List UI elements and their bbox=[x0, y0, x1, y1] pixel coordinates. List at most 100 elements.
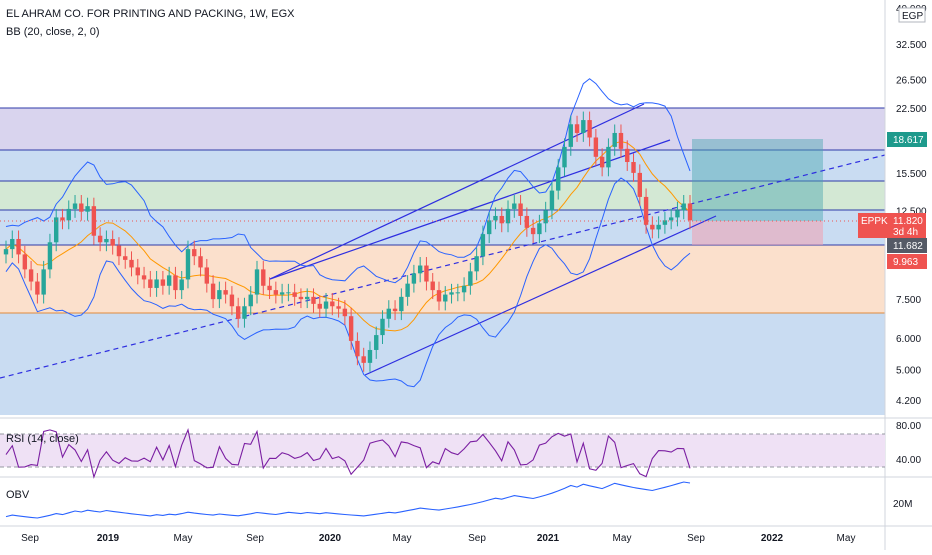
candle bbox=[54, 208, 59, 252]
rsi-label: RSI (14, close) bbox=[6, 433, 79, 445]
candle bbox=[79, 194, 84, 221]
entry-label: 11.682 bbox=[893, 241, 923, 252]
candle bbox=[355, 332, 360, 366]
candle bbox=[286, 283, 291, 302]
candle bbox=[323, 293, 329, 318]
price-tick: 32.500 bbox=[896, 40, 927, 51]
candle bbox=[85, 197, 90, 221]
candle bbox=[486, 211, 492, 244]
candle bbox=[374, 326, 379, 359]
target-zone bbox=[692, 139, 823, 221]
time-tick: May bbox=[837, 533, 856, 544]
price-tick: 5.000 bbox=[896, 366, 921, 377]
price-scale[interactable]: 40.00032.50026.50022.50015.50012.5007.50… bbox=[896, 4, 927, 407]
candle bbox=[493, 207, 498, 230]
candle bbox=[298, 288, 304, 309]
candle bbox=[160, 270, 166, 295]
candle bbox=[35, 273, 40, 304]
time-tick: May bbox=[613, 533, 632, 544]
candle bbox=[336, 297, 341, 318]
candle bbox=[549, 182, 555, 220]
candle bbox=[267, 277, 272, 300]
candle bbox=[643, 188, 649, 234]
time-tick: May bbox=[393, 533, 412, 544]
candle bbox=[505, 200, 511, 233]
candle bbox=[537, 214, 542, 244]
candle bbox=[562, 138, 567, 177]
candle bbox=[650, 216, 655, 239]
rsi-pane[interactable]: RSI (14, close) bbox=[0, 428, 885, 479]
candle bbox=[530, 219, 536, 244]
candle bbox=[430, 273, 435, 300]
stop-label: 9.963 bbox=[893, 257, 918, 268]
candle bbox=[480, 225, 486, 266]
candle bbox=[110, 230, 115, 255]
price-tick: 26.500 bbox=[896, 76, 927, 87]
candle bbox=[204, 258, 210, 293]
candle bbox=[148, 270, 153, 297]
position-tool[interactable] bbox=[692, 139, 823, 245]
candle bbox=[687, 194, 693, 230]
candle bbox=[235, 297, 241, 328]
candles bbox=[3, 111, 693, 372]
candle bbox=[72, 194, 78, 218]
bb-upper-line bbox=[5, 78, 691, 284]
rsi-tick-40: 40.00 bbox=[896, 455, 921, 466]
candle bbox=[612, 124, 617, 156]
time-tick: 2022 bbox=[761, 533, 784, 544]
candle bbox=[179, 270, 184, 300]
candle bbox=[675, 201, 680, 227]
candle bbox=[512, 194, 517, 218]
candle bbox=[386, 300, 391, 328]
candle bbox=[3, 240, 9, 264]
candle bbox=[367, 341, 373, 372]
candle bbox=[499, 207, 504, 233]
candle bbox=[656, 216, 661, 239]
candle bbox=[91, 197, 97, 245]
long-dashed-trendline bbox=[0, 154, 886, 379]
price-tick: 7.500 bbox=[896, 295, 921, 306]
zone-blue-top bbox=[0, 150, 885, 181]
chart-title: EL AHRAM CO. FOR PRINTING AND PACKING, 1… bbox=[6, 8, 295, 20]
candle bbox=[461, 277, 467, 302]
target-label-bg bbox=[887, 132, 927, 147]
candle bbox=[229, 286, 235, 316]
candle bbox=[587, 111, 592, 147]
candle bbox=[436, 281, 442, 311]
candle bbox=[116, 237, 122, 266]
candle bbox=[342, 300, 348, 326]
candle bbox=[399, 288, 404, 321]
candle bbox=[97, 227, 103, 252]
candle bbox=[474, 247, 479, 281]
candle bbox=[574, 115, 580, 142]
rsi-band bbox=[0, 434, 885, 467]
stop-label-bg bbox=[887, 254, 927, 269]
bb-basis-line bbox=[5, 140, 691, 332]
candle bbox=[28, 260, 34, 291]
stop-zone bbox=[692, 221, 823, 245]
candle bbox=[424, 257, 429, 291]
channel-lower-line bbox=[364, 215, 717, 376]
candle bbox=[261, 260, 266, 295]
currency-label: EGP bbox=[902, 11, 923, 22]
candle bbox=[468, 262, 473, 295]
currency-box bbox=[898, 7, 926, 23]
candle bbox=[330, 293, 335, 316]
candle bbox=[625, 140, 630, 171]
price-labels: 18.617 EPPK 11.820 3d 4h 11.682 9.963 bbox=[858, 132, 927, 269]
symbol-label: EPPK bbox=[861, 216, 888, 227]
candle bbox=[392, 300, 398, 321]
time-tick: May bbox=[174, 533, 193, 544]
candle bbox=[210, 275, 216, 309]
obv-pane[interactable]: OBV bbox=[5, 481, 691, 519]
time-tick: 2021 bbox=[537, 533, 560, 544]
obv-line bbox=[5, 481, 691, 519]
candle bbox=[16, 230, 21, 264]
time-axis[interactable]: Sep 2019 May Sep 2020 May Sep 2021 May Sep 2022 May bbox=[21, 533, 855, 544]
candle bbox=[443, 286, 448, 311]
candle bbox=[311, 288, 316, 313]
price-tick: 12.500 bbox=[896, 206, 927, 217]
price-zones bbox=[0, 107, 885, 415]
